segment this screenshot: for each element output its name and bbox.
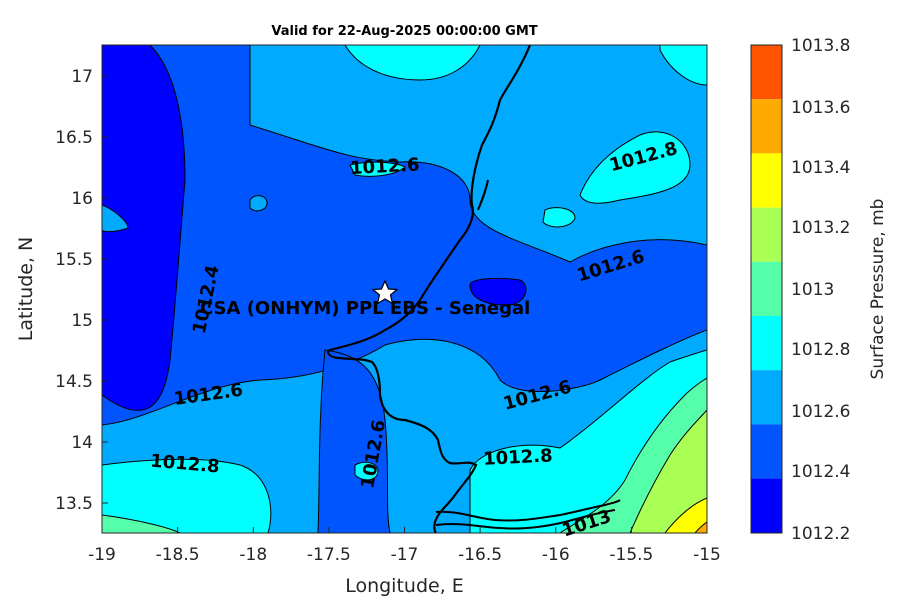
fill-small-1012-8a (542, 207, 576, 228)
fill-small-1012-8c (354, 461, 379, 481)
colorbar-swatch (751, 207, 782, 262)
x-tick-label: -15 (693, 545, 721, 565)
x-tick-label: -18.5 (156, 545, 200, 565)
fill-band-1012-8-sw (102, 458, 272, 533)
site-label: CSA (ONHYM) PPL EBS - Senegal (200, 298, 530, 319)
contour-label: 1012.8 (483, 445, 553, 470)
colorbar-swatch (751, 45, 782, 100)
gambia-river-border-lower (435, 509, 616, 530)
fill-small-1012-6b (102, 204, 129, 233)
map-title: Valid for 22-Aug-2025 00:00:00 GMT (271, 24, 538, 39)
colorbar-swatch (751, 478, 782, 533)
colorbar-tick-label: 1012.8 (791, 340, 850, 360)
fill-small-1012-8b (349, 161, 406, 177)
colorbar-label: Surface Pressure, mb (868, 199, 888, 380)
colorbar-tick-label: 1012.2 (791, 524, 850, 544)
x-tick-label: -19 (88, 545, 116, 565)
colorbar-tick-label: 1013.4 (791, 158, 850, 178)
x-tick-label: -16 (542, 545, 570, 565)
colorbar-tick-label: 1012.6 (791, 402, 850, 422)
contour-fills (102, 45, 707, 533)
x-tick-label: -16.5 (458, 545, 502, 565)
y-tick-label: 14 (71, 433, 93, 453)
y-tick-label: 15.5 (55, 250, 93, 270)
x-tick-label: -15.5 (609, 545, 653, 565)
x-axis: -19 -18.5 -18 -17.5 -17 -16.5 -16 -15.5 … (88, 527, 721, 597)
colorbar-swatch (751, 424, 782, 479)
colorbar-tick-label: 1013.8 (791, 36, 850, 56)
colorbar-tick-label: 1013.2 (791, 218, 850, 238)
y-tick-label: 13.5 (55, 494, 93, 514)
y-tick-label: 17 (71, 67, 93, 87)
x-tick-label: -17 (391, 545, 419, 565)
y-axis-label: Latitude, N (15, 237, 37, 342)
y-tick-label: 16.5 (55, 128, 93, 148)
x-axis-label: Longitude, E (345, 575, 464, 597)
fill-band-1012-8-east (659, 45, 707, 86)
y-tick-label: 14.5 (55, 372, 93, 392)
colorbar-swatch (751, 370, 782, 425)
fill-small-1012-6a (249, 195, 268, 212)
contour-label: 1012.6 (350, 154, 420, 179)
gambia-river-border (435, 499, 621, 522)
fill-band-1013-2 (629, 409, 707, 533)
y-tick-label: 16 (71, 189, 93, 209)
colorbar-tick-label: 1013 (791, 280, 834, 300)
river-mouth-north (477, 179, 489, 211)
fill-band-1013-6 (694, 521, 707, 533)
fill-low-coast (317, 349, 391, 533)
colorbar: 1013.8 1013.6 1013.4 1013.2 1013 1012.8 … (750, 36, 888, 544)
colorbar-frame (750, 44, 783, 534)
fill-band-1013-4 (664, 497, 707, 533)
colorbar-swatch (751, 99, 782, 154)
colorbar-tick-label: 1013.6 (791, 98, 850, 118)
site-star-icon[interactable] (371, 279, 399, 305)
x-tick-label: -18 (239, 545, 267, 565)
fill-low-west (102, 45, 186, 411)
y-tick-label: 15 (71, 311, 93, 331)
fill-band-1012-8-north (344, 45, 481, 81)
colorbar-swatch (751, 153, 782, 208)
colorbar-tick-label: 1012.4 (791, 462, 850, 482)
x-tick-label: -17.5 (307, 545, 351, 565)
fill-band-1012-8-ne (579, 131, 691, 204)
fill-low-center (469, 277, 527, 306)
colorbar-swatch (751, 316, 782, 371)
colorbar-swatch (751, 261, 782, 316)
y-axis: 17 16.5 16 15.5 15 14.5 14 13.5 Latitude… (15, 67, 108, 514)
coastline (326, 45, 532, 533)
